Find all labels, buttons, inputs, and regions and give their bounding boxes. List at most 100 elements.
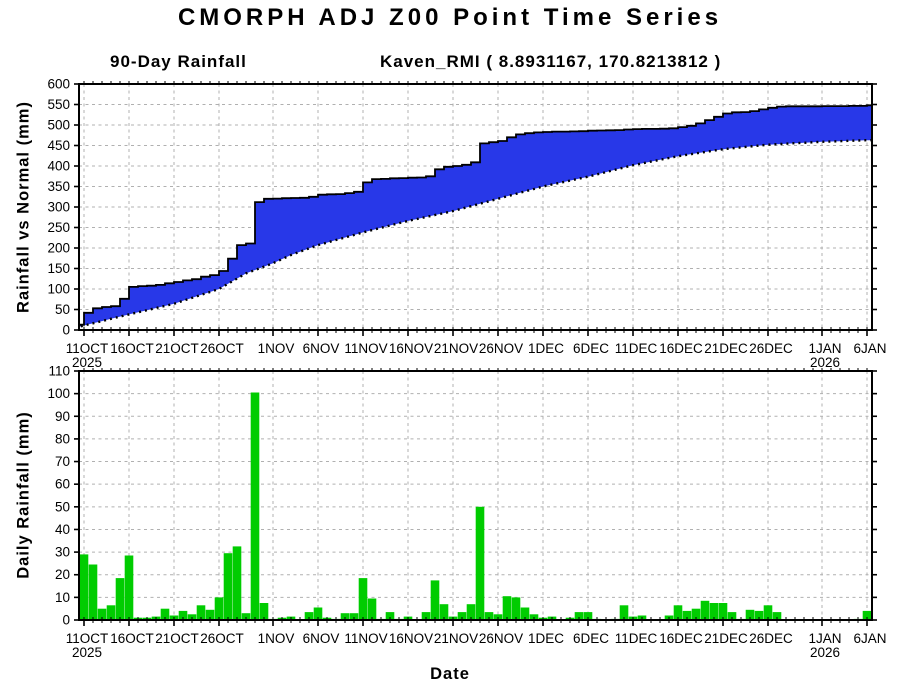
y-tick-label: 40 bbox=[55, 522, 70, 537]
x-tick-label: 11OCT bbox=[66, 341, 109, 356]
page-title: CMORPH ADJ Z00 Point Time Series bbox=[177, 4, 723, 31]
observed-accumulation-line bbox=[79, 104, 872, 326]
x-tick-label: 6JAN bbox=[853, 341, 886, 356]
x-tick-year-label: 2025 bbox=[72, 355, 102, 370]
y-tick-label: 0 bbox=[62, 323, 70, 338]
daily-rainfall-bar bbox=[259, 603, 269, 620]
y-tick-label: 80 bbox=[55, 431, 70, 446]
daily-rainfall-bar bbox=[214, 597, 224, 620]
daily-rainfall-bar bbox=[358, 578, 368, 620]
x-tick-year-label: 2026 bbox=[810, 645, 840, 660]
daily-rainfall-bar bbox=[160, 608, 170, 620]
daily-rainfall-bar bbox=[718, 603, 728, 620]
station-location-label: Kaven_RMI ( 8.8931167, 170.8213812 ) bbox=[380, 52, 722, 71]
daily-rainfall-bar bbox=[691, 608, 701, 620]
daily-rainfall-bar bbox=[475, 506, 485, 620]
y-tick-label: 30 bbox=[55, 545, 70, 560]
daily-rainfall-bar bbox=[340, 613, 350, 620]
x-tick-label: 16DEC bbox=[659, 341, 703, 356]
daily-rainfall-bar bbox=[754, 610, 764, 620]
daily-rainfall-bar bbox=[421, 612, 431, 620]
daily-rainfall-bar bbox=[862, 610, 872, 620]
daily-rainfall-bar bbox=[205, 609, 215, 620]
x-tick-label: 21OCT bbox=[155, 341, 199, 356]
x-tick-label: 1NOV bbox=[258, 631, 295, 646]
daily-rainfall-bar bbox=[304, 612, 314, 620]
daily-rainfall-bar bbox=[457, 612, 467, 620]
y-tick-label: 550 bbox=[47, 97, 70, 112]
daily-rainfall-bar bbox=[772, 612, 782, 620]
x-tick-label: 6NOV bbox=[303, 631, 340, 646]
x-tick-label: 16OCT bbox=[110, 341, 154, 356]
y-tick-label: 20 bbox=[55, 567, 70, 582]
x-tick-label: 11NOV bbox=[344, 341, 387, 356]
x-tick-label: 11OCT bbox=[66, 631, 109, 646]
daily-rainfall-bar bbox=[520, 607, 530, 620]
x-tick-label: 21DEC bbox=[704, 341, 748, 356]
x-tick-label: 26DEC bbox=[749, 341, 793, 356]
rainfall-vs-normal-band bbox=[79, 105, 872, 327]
y-tick-label: 100 bbox=[47, 282, 70, 297]
daily-rainfall-bar bbox=[223, 553, 233, 620]
daily-rainfall-bar bbox=[115, 578, 125, 620]
x-tick-label: 26OCT bbox=[200, 631, 244, 646]
panel-subtitle-accumulation: 90-Day Rainfall bbox=[110, 52, 247, 71]
daily-rainfall-bar bbox=[367, 598, 377, 620]
y-tick-label: 250 bbox=[47, 220, 70, 235]
y-axis-title-bottom: Daily Rainfall (mm) bbox=[14, 411, 33, 579]
y-tick-label: 300 bbox=[47, 200, 70, 215]
daily-rainfall-bar bbox=[574, 612, 584, 620]
x-tick-label: 21DEC bbox=[704, 631, 748, 646]
daily-rainfall-bar bbox=[511, 597, 521, 620]
y-tick-label: 600 bbox=[47, 77, 70, 92]
x-tick-label: 26NOV bbox=[479, 341, 523, 356]
x-tick-label: 11NOV bbox=[344, 631, 387, 646]
daily-rainfall-bar bbox=[709, 603, 719, 620]
x-tick-label: 11DEC bbox=[615, 341, 658, 356]
daily-rainfall-bar bbox=[682, 610, 692, 620]
daily-rainfall-bar bbox=[466, 604, 476, 620]
daily-rainfall-bar bbox=[619, 605, 629, 620]
x-tick-label: 26DEC bbox=[749, 631, 793, 646]
y-tick-label: 90 bbox=[55, 409, 70, 424]
x-tick-label: 6JAN bbox=[853, 631, 886, 646]
daily-rainfall-bar bbox=[250, 392, 260, 620]
y-tick-label: 60 bbox=[55, 477, 70, 492]
x-tick-label: 26OCT bbox=[200, 341, 244, 356]
x-tick-label: 1JAN bbox=[808, 341, 841, 356]
daily-rainfall-bar bbox=[106, 605, 116, 620]
x-tick-label: 16DEC bbox=[659, 631, 703, 646]
y-tick-label: 150 bbox=[47, 261, 70, 276]
daily-rainfall-bar bbox=[196, 605, 206, 620]
x-tick-label: 1DEC bbox=[528, 341, 564, 356]
x-tick-label: 6NOV bbox=[303, 341, 340, 356]
daily-rainfall-bar bbox=[673, 605, 683, 620]
x-tick-label: 1JAN bbox=[808, 631, 841, 646]
daily-rainfall-bar bbox=[97, 608, 107, 620]
y-tick-label: 70 bbox=[55, 454, 70, 469]
y-tick-label: 50 bbox=[55, 302, 70, 317]
daily-rainfall-bar bbox=[241, 613, 251, 620]
y-tick-label: 50 bbox=[55, 499, 70, 514]
daily-rainfall-bar bbox=[232, 546, 242, 620]
x-tick-label: 6DEC bbox=[573, 341, 609, 356]
daily-rainfall-bar bbox=[124, 555, 134, 620]
y-tick-label: 400 bbox=[47, 159, 70, 174]
daily-rainfall-bar bbox=[439, 604, 449, 620]
x-tick-label: 11DEC bbox=[615, 631, 658, 646]
x-tick-label: 16NOV bbox=[389, 631, 433, 646]
daily-rainfall-bar bbox=[583, 612, 593, 620]
daily-rainfall-bar bbox=[700, 600, 710, 620]
daily-rainfall-bar bbox=[178, 610, 188, 620]
plot-border bbox=[78, 370, 873, 621]
y-tick-label: 200 bbox=[47, 241, 70, 256]
daily-rainfall-bar bbox=[385, 612, 395, 620]
x-tick-year-label: 2026 bbox=[810, 355, 840, 370]
x-tick-label: 21OCT bbox=[155, 631, 199, 646]
x-tick-label: 26NOV bbox=[479, 631, 523, 646]
y-axis-title-top: Rainfall vs Normal (mm) bbox=[14, 101, 33, 313]
y-tick-label: 110 bbox=[48, 364, 70, 379]
daily-rainfall-bar bbox=[745, 609, 755, 620]
